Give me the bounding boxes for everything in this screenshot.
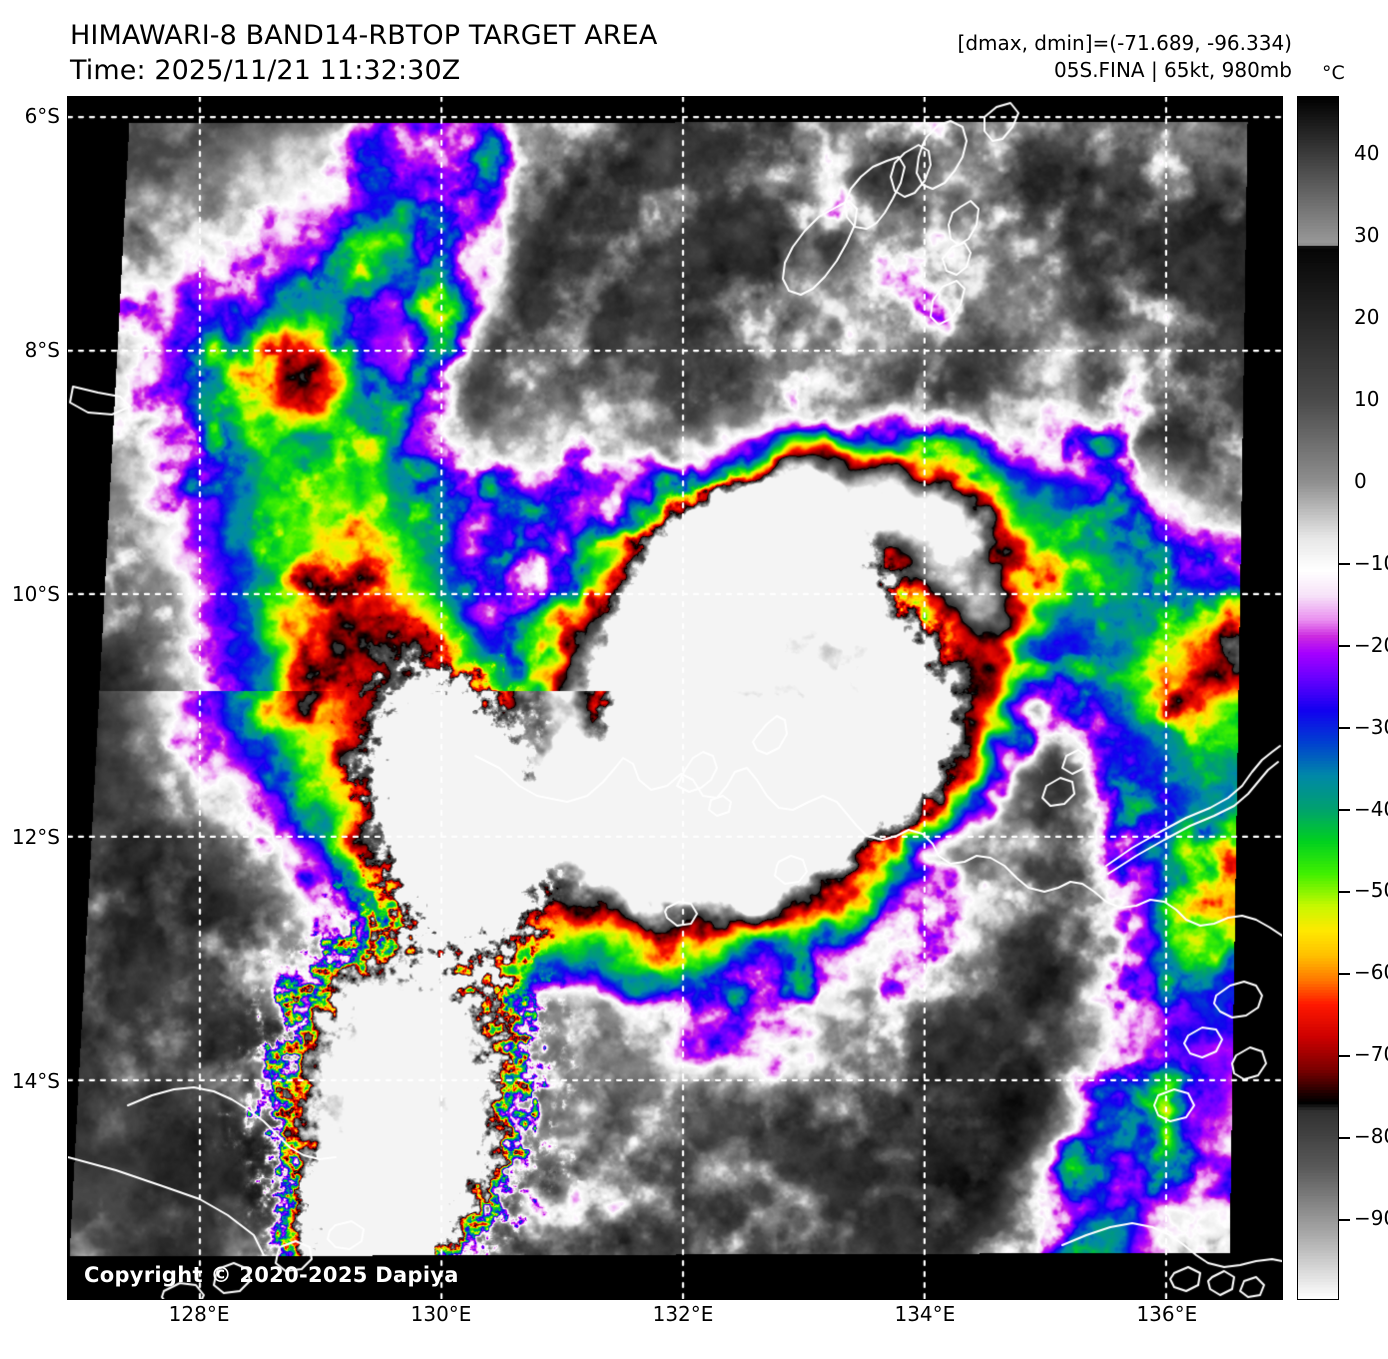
latitude-tick-label: 12°S [11, 824, 60, 849]
longitude-tick-label: 130°E [410, 1302, 472, 1326]
latitude-tick-label: 14°S [11, 1068, 60, 1093]
timestamp-label: Time: 2025/11/21 11:32:30Z [70, 55, 461, 87]
colorbar-tick-label: −30 [1339, 715, 1388, 739]
colorbar-tick-label: 30 [1354, 223, 1380, 248]
latitude-tick-label: 6°S [24, 104, 60, 129]
colorbar-tick-label: 10 [1354, 387, 1380, 412]
latitude-tick-label: 10°S [11, 581, 60, 606]
colorbar-tick-label: −90 [1339, 1206, 1388, 1230]
longitude-tick-label: 136°E [1136, 1302, 1198, 1326]
colorbar-tick-label: −80 [1339, 1124, 1388, 1148]
metadata-block: [dmax, dmin]=(-71.689, -96.334) 05S.FINA… [958, 30, 1292, 83]
colorbar-tick-label: −50 [1339, 878, 1388, 902]
colorbar-tick-label: 20 [1354, 305, 1380, 330]
colorbar-tick-label: −70 [1339, 1042, 1388, 1066]
data-range-label: [dmax, dmin]=(-71.689, -96.334) [957, 31, 1292, 55]
longitude-tick-label: 132°E [652, 1302, 714, 1326]
satellite-imagery [68, 97, 1282, 1299]
title-block: HIMAWARI-8 BAND14-RBTOP TARGET AREA Time… [70, 18, 657, 88]
longitude-tick-label: 128°E [168, 1302, 230, 1326]
colorbar-tick-label: −60 [1339, 960, 1388, 984]
latitude-axis: 6°S 8°S 10°S 12°S 14°S [0, 96, 60, 1300]
colorbar-tick-label: 0 [1354, 468, 1367, 493]
colorbar-tick-label: 40 [1354, 141, 1380, 166]
brightness-temperature-raster [68, 97, 1282, 1299]
colorbar-unit-label: °C [1322, 62, 1345, 84]
colorbar-tick-axis: 40 30 20 10 0 −10 −20 −30 −40 −50 −60 −70 −80 −90 [1339, 96, 1388, 1300]
colorbar-gradient [1298, 97, 1338, 1299]
page-title: HIMAWARI-8 BAND14-RBTOP TARGET AREA [70, 20, 658, 51]
latitude-tick-label: 8°S [24, 338, 60, 363]
colorbar-tick-label: −40 [1339, 797, 1388, 821]
colorbar-tick-label: −10 [1339, 551, 1388, 575]
copyright-label: Copyright © 2020-2025 Dapiya [84, 1263, 459, 1287]
longitude-tick-label: 134°E [894, 1302, 956, 1326]
map-plot-area: Copyright © 2020-2025 Dapiya [67, 96, 1283, 1300]
storm-info-label: 05S.FINA | 65kt, 980mb [1054, 57, 1292, 82]
colorbar-tick-label: −20 [1339, 633, 1388, 657]
longitude-axis: 128°E 130°E 132°E 134°E 136°E [67, 1302, 1283, 1342]
colorbar [1297, 96, 1339, 1300]
